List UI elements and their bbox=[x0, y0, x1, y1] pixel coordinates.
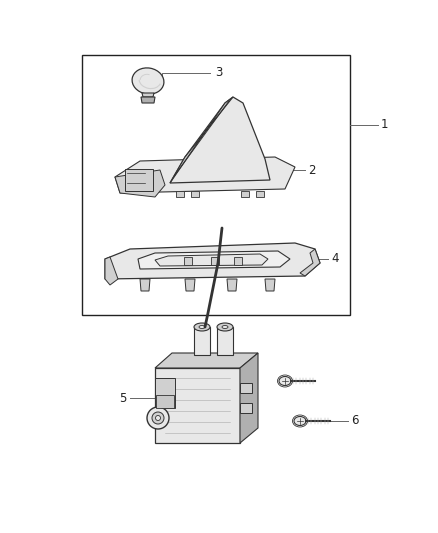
Polygon shape bbox=[140, 279, 150, 291]
Bar bbox=[256, 191, 264, 197]
Ellipse shape bbox=[155, 416, 160, 421]
Polygon shape bbox=[240, 353, 258, 443]
Bar bbox=[82, 55, 350, 315]
Polygon shape bbox=[141, 97, 155, 103]
Text: 4: 4 bbox=[331, 253, 339, 265]
Bar bbox=[191, 191, 199, 197]
Polygon shape bbox=[265, 279, 275, 291]
Bar bbox=[125, 169, 153, 191]
Polygon shape bbox=[115, 170, 165, 197]
Bar bbox=[211, 257, 219, 265]
Bar bbox=[240, 383, 252, 393]
Bar bbox=[234, 257, 242, 265]
Polygon shape bbox=[156, 395, 174, 408]
Ellipse shape bbox=[152, 412, 164, 424]
Text: 6: 6 bbox=[351, 415, 358, 427]
Bar bbox=[184, 257, 192, 265]
Bar bbox=[176, 191, 184, 197]
Bar bbox=[240, 403, 252, 413]
Polygon shape bbox=[115, 157, 295, 193]
Ellipse shape bbox=[132, 68, 164, 94]
Polygon shape bbox=[170, 97, 233, 183]
Polygon shape bbox=[105, 257, 118, 285]
Ellipse shape bbox=[217, 323, 233, 331]
Polygon shape bbox=[105, 243, 320, 279]
Polygon shape bbox=[227, 279, 237, 291]
Ellipse shape bbox=[294, 416, 306, 425]
Ellipse shape bbox=[147, 407, 169, 429]
Ellipse shape bbox=[222, 326, 228, 328]
Polygon shape bbox=[170, 97, 270, 183]
Text: 3: 3 bbox=[215, 67, 223, 79]
Ellipse shape bbox=[194, 323, 210, 331]
Ellipse shape bbox=[279, 376, 291, 385]
Bar bbox=[155, 378, 175, 408]
Ellipse shape bbox=[199, 326, 205, 328]
Polygon shape bbox=[142, 93, 154, 97]
Bar bbox=[194, 327, 210, 355]
Polygon shape bbox=[185, 279, 195, 291]
Bar bbox=[241, 191, 249, 197]
Polygon shape bbox=[138, 251, 290, 269]
Text: 5: 5 bbox=[120, 392, 127, 405]
Polygon shape bbox=[155, 353, 258, 368]
Text: 1: 1 bbox=[381, 118, 389, 132]
Bar bbox=[217, 327, 233, 355]
Polygon shape bbox=[155, 368, 240, 443]
Text: 2: 2 bbox=[308, 164, 315, 176]
Polygon shape bbox=[155, 254, 268, 266]
Polygon shape bbox=[300, 249, 320, 276]
